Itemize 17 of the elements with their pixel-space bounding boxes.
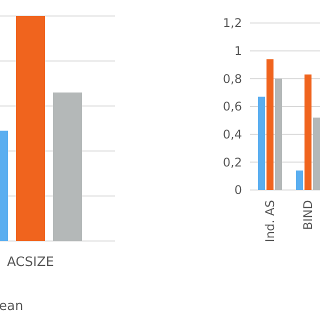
- y-tick-label: 0: [234, 183, 242, 198]
- bar: [296, 170, 303, 190]
- bar: [304, 74, 312, 190]
- bar: [313, 118, 320, 190]
- x-tick-label: BIND: [301, 200, 316, 230]
- bar: [275, 78, 282, 190]
- y-tick-label: 0,8: [222, 72, 242, 86]
- y-tick-label: 0,4: [222, 128, 242, 142]
- x-tick-label: ACSIZE: [7, 255, 54, 270]
- y-tick-label: 1,2: [222, 16, 242, 30]
- y-tick-label: 0,6: [222, 100, 242, 114]
- text: ean: [0, 299, 24, 314]
- bar: [258, 96, 265, 190]
- y-tick-label: 1: [234, 44, 242, 58]
- bar: [266, 59, 274, 190]
- y-tick-label: 0,2: [222, 155, 242, 170]
- x-tick-label: Ind. AS: [263, 200, 278, 242]
